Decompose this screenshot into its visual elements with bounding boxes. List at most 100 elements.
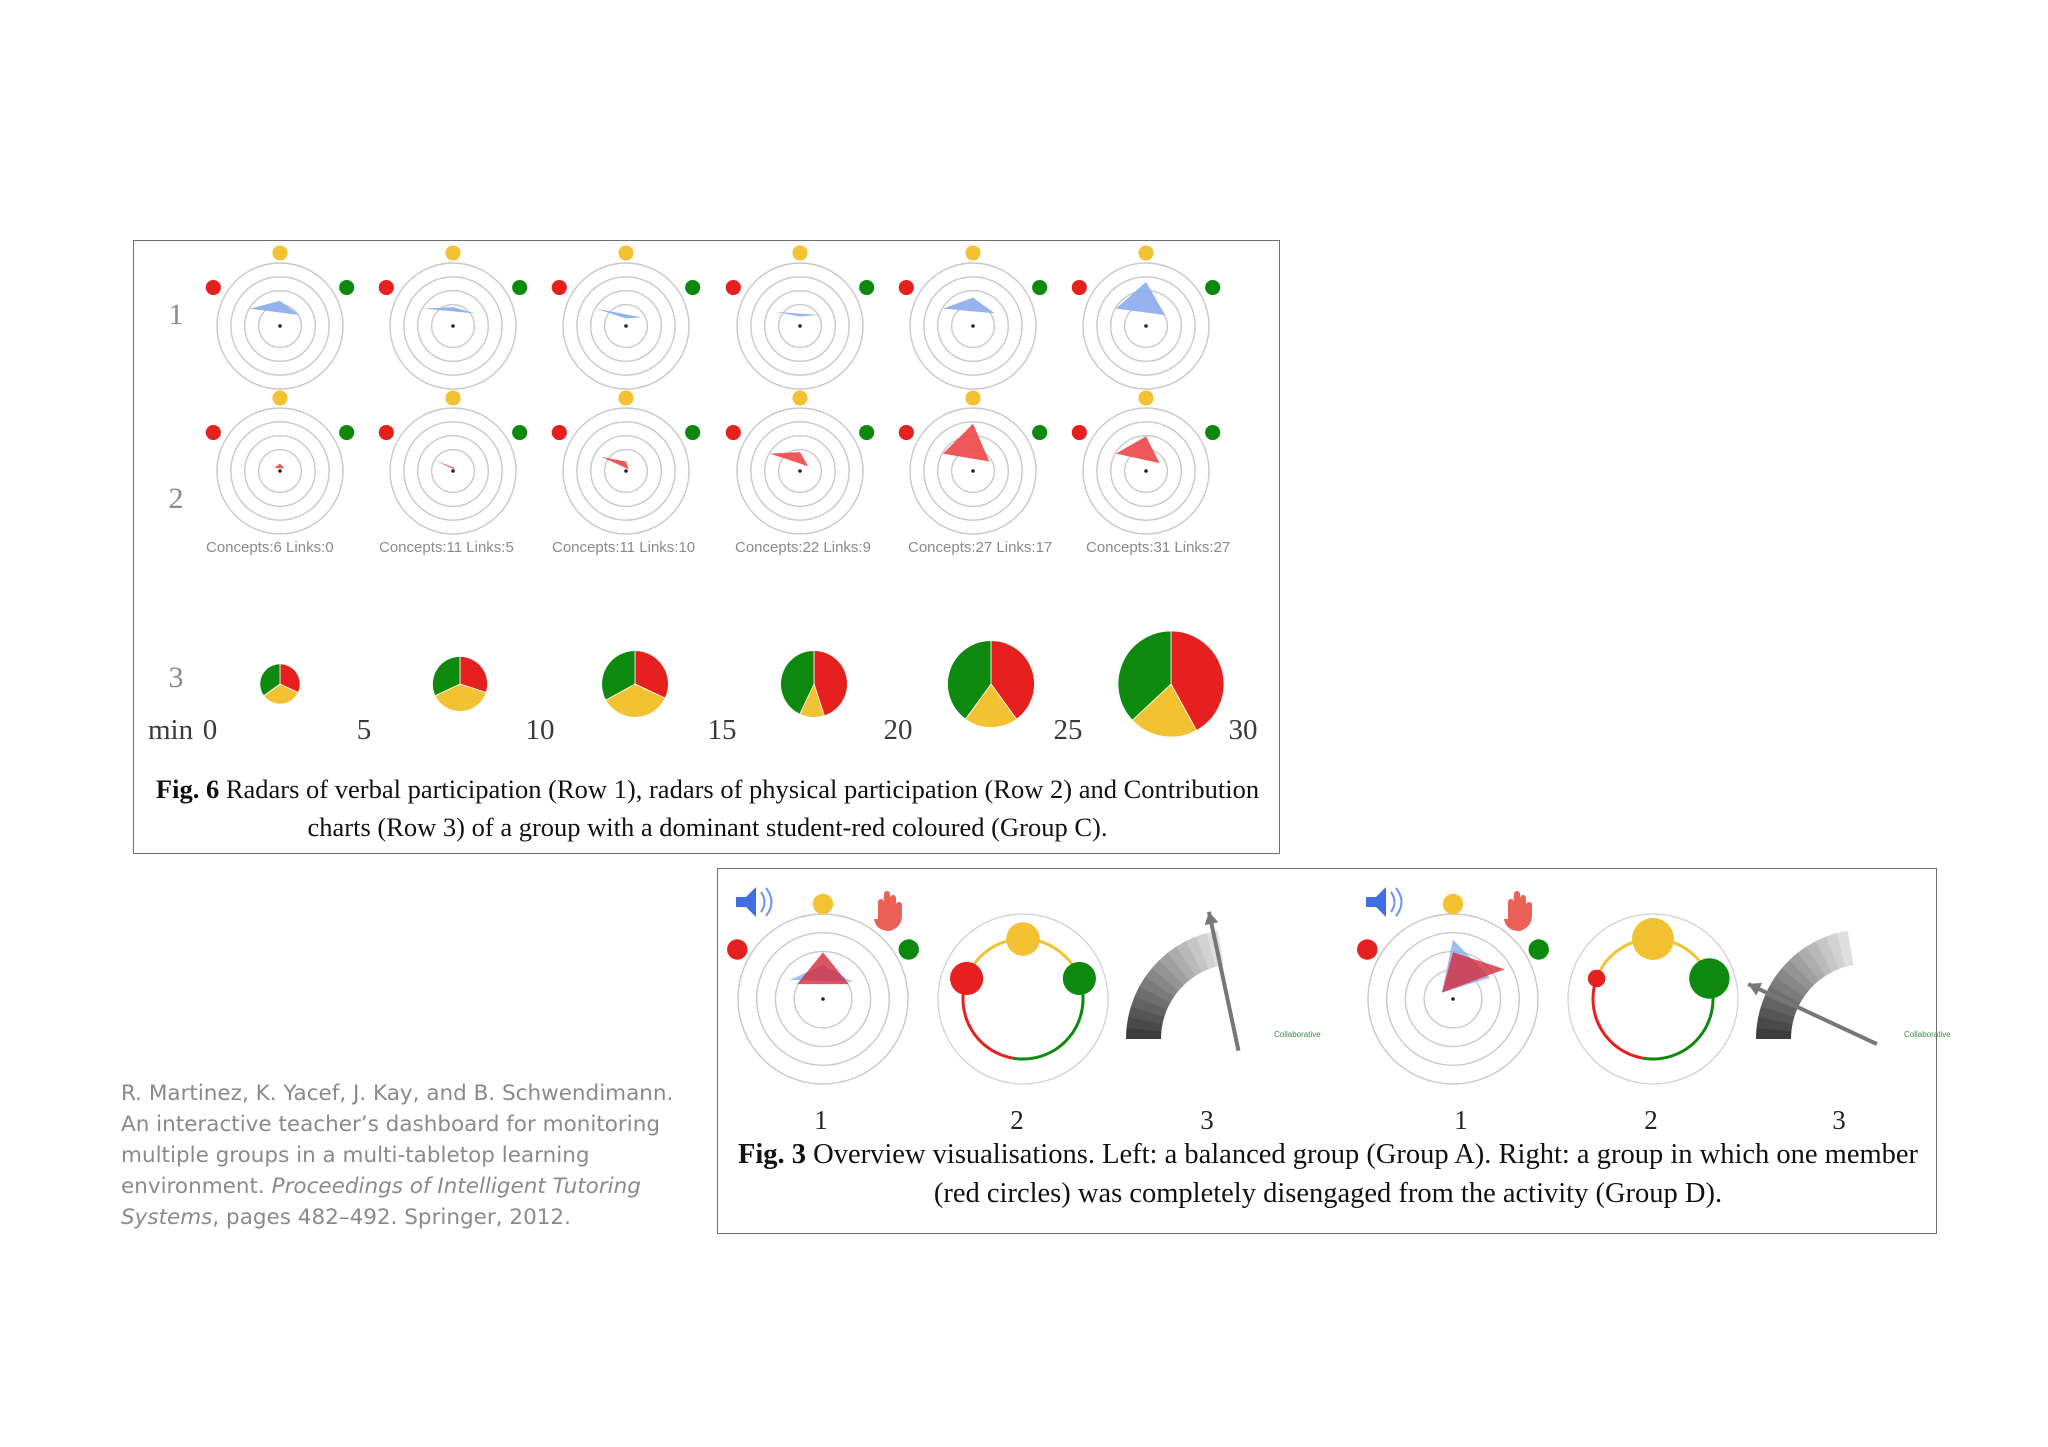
yellow-member-dot	[965, 390, 981, 406]
radar-center-dot	[451, 324, 455, 328]
figure-6-caption-text: Radars of verbal participation (Row 1), …	[219, 774, 1260, 842]
radar-ring	[1096, 276, 1196, 376]
collaboration-gauge: Collaborative	[1126, 911, 1321, 1052]
hand-icon	[874, 891, 902, 931]
radar-ring	[257, 448, 303, 494]
pie-slice	[947, 640, 992, 720]
figure-3-panel: Collaborative Collaborative 1 2 3 1 2 3 F…	[717, 868, 1951, 1234]
citation-pages: , pages 482–492. Springer, 2012.	[212, 1205, 571, 1230]
green-member-dot	[1032, 424, 1048, 441]
radar-ring	[389, 262, 517, 390]
radar-polygon	[942, 423, 990, 462]
gauge-arrowhead	[1204, 911, 1219, 926]
radar-polygon	[769, 452, 809, 467]
radar-ring	[777, 448, 823, 494]
yellow-member-dot	[445, 245, 461, 261]
radar-polygon	[1441, 952, 1505, 993]
radar-ring	[230, 276, 330, 376]
radar-ring	[755, 931, 891, 1067]
minute-tick: 10	[525, 714, 555, 746]
green-member-dot	[685, 424, 701, 441]
radar-ring	[576, 276, 676, 376]
red-member-dot	[551, 424, 567, 441]
verbal-radar-chart	[551, 245, 701, 390]
figure-6-caption: Fig. 6 Radars of verbal participation (R…	[154, 770, 1261, 846]
radar-ring	[923, 421, 1023, 521]
pie-slice	[990, 640, 1035, 720]
green-member-dot	[859, 279, 875, 296]
gauge-segment	[1128, 1005, 1165, 1025]
minute-tick: 25	[1053, 714, 1083, 746]
sound-waves-icon	[760, 887, 773, 917]
radar-ring	[736, 407, 864, 535]
radar-polygon	[422, 307, 475, 314]
sound-waves-icon	[1390, 887, 1403, 917]
radar-ring	[937, 290, 1009, 362]
radar-polygon	[601, 456, 629, 470]
radar-polygon	[1115, 436, 1160, 464]
radar-center-dot	[821, 997, 825, 1001]
minute-tick: 15	[707, 714, 737, 746]
radar-ring	[590, 435, 662, 507]
radar-polygon	[775, 311, 820, 317]
yellow-member-dot	[812, 893, 834, 915]
physical-radar-chart	[898, 390, 1048, 535]
green-member-dot	[339, 279, 355, 296]
pie-slice	[259, 663, 281, 697]
gauge-segment	[1130, 995, 1168, 1017]
concept-label: Concepts:22 Links:9	[735, 539, 871, 556]
physical-radar-chart	[205, 390, 355, 535]
radar-ring	[1082, 407, 1210, 535]
radar-center-dot	[971, 324, 975, 328]
radar-ring	[909, 262, 1037, 390]
row-label-1: 1	[168, 298, 184, 331]
radar-ring	[1385, 931, 1521, 1067]
yellow-balance-dot	[1006, 922, 1040, 956]
red-member-dot	[551, 279, 567, 296]
pie-slice	[1131, 683, 1198, 738]
radar-center-dot	[798, 324, 802, 328]
radar-ring	[244, 435, 316, 507]
gauge-needle	[1747, 982, 1878, 1046]
green-balance-dot	[1689, 958, 1730, 999]
radar-ring	[403, 421, 503, 521]
radar-ring	[750, 276, 850, 376]
radar-ring	[216, 407, 344, 535]
minute-tick: 0	[202, 714, 218, 746]
radar-ring	[777, 303, 823, 349]
yellow-balance-dot	[1632, 918, 1674, 960]
radar-polygon	[249, 300, 300, 315]
row-label-3: 3	[168, 661, 184, 694]
verbal-radar-chart	[378, 245, 528, 390]
gauge-segment	[1806, 940, 1833, 976]
yellow-member-dot	[965, 245, 981, 261]
radar-ring	[603, 448, 649, 494]
contribution-pie-chart	[601, 650, 669, 718]
radar-center-dot	[1144, 469, 1148, 473]
radar-ring	[736, 262, 864, 390]
visual-index: 3	[1832, 1105, 1846, 1135]
radar-ring	[1082, 262, 1210, 390]
balance-ring-chart	[1567, 913, 1739, 1085]
radar-ring	[603, 303, 649, 349]
figure-6-panel: 1 2 3 Concepts:6 Links:0 Concepts:11 Lin…	[133, 240, 1280, 854]
overview-radar	[727, 887, 919, 1085]
concept-label: Concepts:11 Links:5	[379, 539, 514, 556]
radar-ring	[909, 407, 1037, 535]
radar-center-dot	[1451, 997, 1455, 1001]
radar-center-dot	[971, 469, 975, 473]
collaboration-gauge: Collaborative	[1747, 930, 1951, 1046]
gauge-segment	[1185, 936, 1210, 973]
speaker-icon	[1366, 887, 1386, 917]
yellow-member-dot	[445, 390, 461, 406]
ring-arc-green	[1012, 977, 1085, 1061]
red-member-dot	[205, 424, 221, 441]
visual-index: 1	[1454, 1105, 1468, 1135]
radar-polygon	[433, 459, 456, 470]
gauge-segment	[1758, 1005, 1795, 1025]
green-member-dot	[859, 424, 875, 441]
concept-label: Concepts:31 Links:27	[1086, 539, 1231, 556]
gauge-segment	[1760, 995, 1798, 1017]
gauge-segment	[1756, 1016, 1793, 1032]
gauge-segment	[1797, 946, 1826, 981]
